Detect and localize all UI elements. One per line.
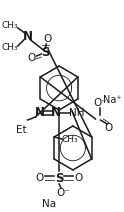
Text: N: N (23, 29, 33, 42)
Text: O: O (104, 123, 112, 133)
Text: CH₃: CH₃ (2, 43, 18, 53)
Text: O⁻: O⁻ (56, 188, 70, 198)
Text: O: O (35, 173, 44, 183)
Text: S: S (41, 46, 50, 59)
Text: Na: Na (42, 199, 56, 209)
Text: Na⁺: Na⁺ (103, 95, 122, 105)
Text: N: N (51, 106, 61, 120)
Text: NH: NH (69, 108, 85, 118)
Text: S: S (55, 172, 63, 184)
Text: O: O (43, 34, 51, 44)
Text: CH₃: CH₃ (62, 134, 78, 144)
Text: CH₃: CH₃ (2, 21, 18, 31)
Text: O: O (75, 173, 83, 183)
Text: N: N (34, 106, 45, 120)
Text: O: O (28, 53, 36, 63)
Text: O⁻: O⁻ (93, 98, 107, 108)
Text: Et: Et (16, 125, 27, 135)
